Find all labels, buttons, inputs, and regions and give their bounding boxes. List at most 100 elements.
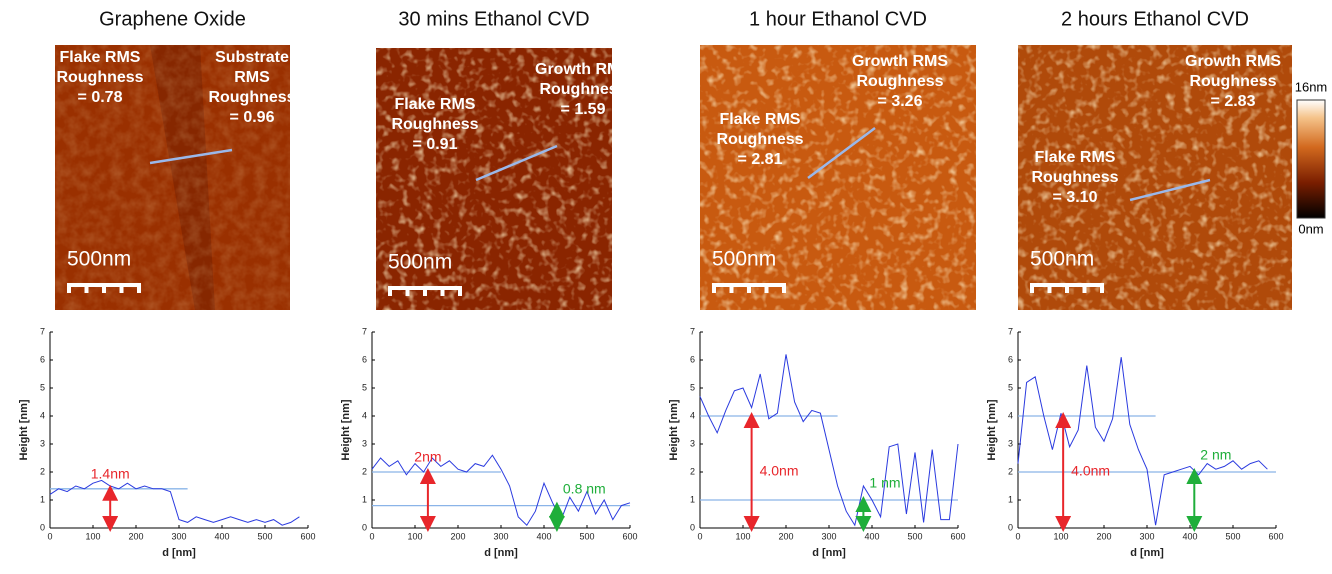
height-label: 1.4nm	[91, 466, 130, 482]
colorbar-min: 0nm	[1298, 221, 1323, 236]
y-tick-label: 3	[1008, 438, 1013, 448]
y-tick-label: 0	[1008, 522, 1013, 532]
y-tick-label: 6	[1008, 354, 1013, 364]
height-label: 0.8 nm	[563, 480, 606, 496]
x-tick-label: 300	[821, 531, 836, 541]
scale-tick	[1047, 283, 1052, 293]
image-label: = 3.10	[1053, 189, 1098, 206]
scale-tick	[388, 286, 392, 296]
x-tick-label: 500	[907, 531, 922, 541]
afm-texture	[1018, 45, 1292, 310]
y-tick-label: 1	[40, 494, 45, 504]
scale-tick	[137, 283, 141, 293]
x-tick-label: 400	[536, 531, 551, 541]
x-tick-label: 0	[1015, 531, 1020, 541]
scale-tick	[84, 283, 89, 293]
height-label: 2nm	[414, 449, 441, 465]
y-tick-label: 1	[690, 494, 695, 504]
afm-texture	[376, 48, 612, 310]
y-tick-label: 4	[690, 410, 695, 420]
y-axis-label: Height [nm]	[18, 399, 30, 460]
x-tick-label: 600	[1268, 531, 1283, 541]
x-tick-label: 500	[579, 531, 594, 541]
image-label: Roughness	[56, 69, 143, 86]
image-label: = 2.81	[738, 151, 783, 168]
scale-tick	[67, 283, 71, 293]
scale-tick	[712, 283, 716, 293]
x-axis-label: d [nm]	[162, 547, 196, 559]
scale-tick	[782, 283, 786, 293]
x-tick-label: 200	[1096, 531, 1111, 541]
y-tick-label: 0	[40, 522, 45, 532]
height-label: 1 nm	[869, 475, 900, 491]
x-tick-label: 0	[369, 531, 374, 541]
profile-line	[475, 144, 558, 182]
y-tick-label: 5	[362, 382, 367, 392]
scale-tick	[1030, 283, 1034, 293]
y-tick-label: 1	[362, 494, 367, 504]
height-label: 4.0nm	[1071, 463, 1110, 479]
y-tick-label: 3	[40, 438, 45, 448]
y-tick-label: 5	[40, 382, 45, 392]
y-tick-label: 1	[1008, 494, 1013, 504]
image-label: RMS	[234, 69, 270, 86]
scale-tick	[119, 283, 124, 293]
y-tick-label: 4	[40, 410, 45, 420]
x-tick-label: 200	[778, 531, 793, 541]
image-label: = 0.78	[78, 89, 123, 106]
image-label: Flake RMS	[60, 49, 141, 66]
y-tick-label: 2	[1008, 466, 1013, 476]
y-tick-label: 3	[362, 438, 367, 448]
scale-tick	[764, 283, 769, 293]
y-tick-label: 0	[362, 522, 367, 532]
scale-tick	[423, 286, 427, 296]
image-label: Roughness	[716, 131, 803, 148]
scale-bar-label: 500nm	[67, 248, 131, 271]
profile-line	[807, 126, 876, 180]
y-tick-label: 4	[362, 410, 367, 420]
scale-tick	[729, 283, 734, 293]
image-label: Flake RMS	[720, 111, 801, 128]
y-tick-label: 3	[690, 438, 695, 448]
scale-bar-label: 500nm	[1030, 248, 1094, 271]
image-label: Growth RMS	[535, 61, 631, 78]
scale-tick	[1100, 283, 1104, 293]
profile-line	[149, 148, 233, 165]
y-tick-label: 2	[40, 466, 45, 476]
x-axis-label: d [nm]	[812, 547, 846, 559]
image-label: = 3.26	[878, 93, 923, 110]
y-axis-label: Height [nm]	[668, 399, 680, 460]
scale-tick	[1065, 283, 1069, 293]
profile-line	[1129, 178, 1211, 202]
image-label: Roughness	[1189, 73, 1276, 90]
scale-tick	[1082, 283, 1087, 293]
x-tick-label: 0	[697, 531, 702, 541]
scale-tick	[458, 286, 462, 296]
image-label: Flake RMS	[395, 96, 476, 113]
scale-tick	[440, 286, 445, 296]
scale-tick	[102, 283, 106, 293]
image-label: = 2.83	[1211, 93, 1256, 110]
profile-curve	[1017, 357, 1268, 526]
profile-curve	[699, 354, 959, 527]
y-tick-label: 6	[40, 354, 45, 364]
image-label: = 1.59	[561, 101, 606, 118]
image-label: Roughness	[1031, 169, 1118, 186]
image-label: Roughness	[856, 73, 943, 90]
x-axis-label: d [nm]	[1130, 547, 1164, 559]
x-tick-label: 300	[1139, 531, 1154, 541]
y-tick-label: 0	[690, 522, 695, 532]
x-tick-label: 100	[407, 531, 422, 541]
profile-curve	[49, 479, 300, 526]
y-tick-label: 5	[690, 382, 695, 392]
x-tick-label: 100	[85, 531, 100, 541]
colorbar-max: 16nm	[1295, 79, 1328, 94]
height-label: 2 nm	[1200, 447, 1231, 463]
x-tick-label: 0	[47, 531, 52, 541]
image-label: Growth RMS	[1185, 53, 1281, 70]
panel-title: Graphene Oxide	[99, 8, 246, 30]
y-tick-label: 6	[362, 354, 367, 364]
x-tick-label: 600	[950, 531, 965, 541]
y-tick-label: 2	[362, 466, 367, 476]
